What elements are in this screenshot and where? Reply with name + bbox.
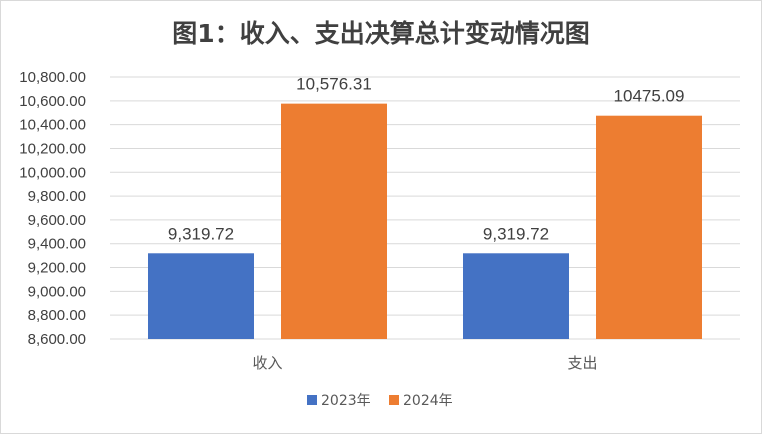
legend-label: 2024年 [403, 393, 453, 409]
y-tick-label: 10,800.00 [19, 69, 86, 86]
bar [596, 115, 702, 340]
y-tick-label: 10,000.00 [19, 164, 86, 181]
legend-swatch [307, 395, 317, 405]
y-tick-label: 9,000.00 [28, 283, 86, 300]
y-tick-label: 9,200.00 [28, 260, 86, 277]
legend-swatch [389, 395, 399, 405]
bar [281, 103, 387, 340]
legend-label: 2023年 [321, 393, 371, 409]
y-tick-label: 8,600.00 [28, 331, 86, 348]
data-label: 10475.09 [614, 87, 685, 106]
data-label: 9,319.72 [168, 224, 234, 243]
y-tick-label: 10,600.00 [19, 93, 86, 110]
data-label: 9,319.72 [483, 224, 549, 243]
category-label: 支出 [567, 354, 597, 372]
bar [148, 253, 254, 339]
y-tick-label: 9,400.00 [28, 236, 86, 253]
y-tick-label: 10,400.00 [19, 117, 86, 134]
category-label: 收入 [252, 354, 282, 372]
data-label: 10,576.31 [296, 75, 372, 94]
y-tick-label: 10,200.00 [19, 140, 86, 157]
bar [463, 253, 569, 339]
y-tick-label: 8,800.00 [28, 307, 86, 324]
y-tick-label: 9,800.00 [28, 188, 86, 205]
chart-title: 图1：收入、支出决算总计变动情况图 [172, 19, 590, 48]
y-tick-label: 9,600.00 [28, 212, 86, 229]
